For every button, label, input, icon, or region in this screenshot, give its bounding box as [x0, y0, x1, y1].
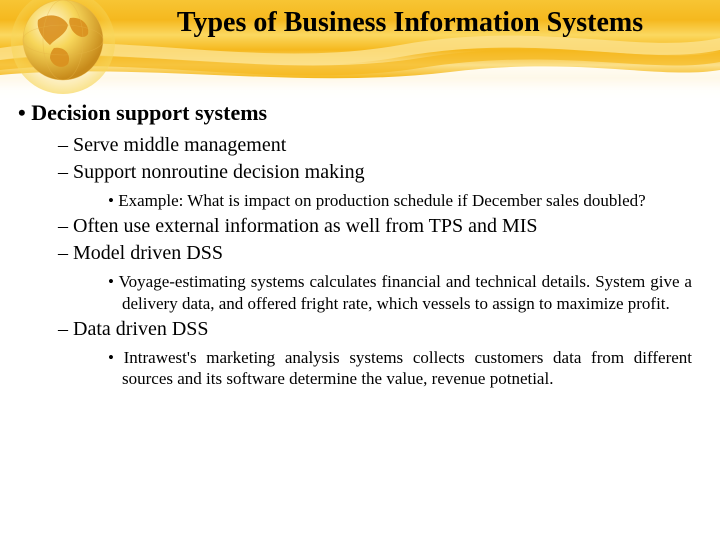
bullet-l2: Serve middle management — [58, 134, 702, 157]
bullet-l2: Support nonroutine decision making — [58, 161, 702, 184]
bullet-l2: Data driven DSS — [58, 318, 702, 341]
bullet-l3: Intrawest's marketing analysis systems c… — [108, 347, 692, 390]
bullet-l3: Voyage-estimating systems calculates fin… — [108, 271, 692, 314]
globe-icon — [8, 0, 118, 100]
bullet-l2: Often use external information as well f… — [58, 215, 702, 238]
slide-title: Types of Business Information Systems — [115, 6, 705, 40]
bullet-l2: Model driven DSS — [58, 242, 702, 265]
bullet-l1: Decision support systems — [18, 100, 702, 126]
slide-content: Decision support systems Serve middle ma… — [18, 100, 702, 389]
bullet-l3: Example: What is impact on production sc… — [108, 190, 692, 211]
